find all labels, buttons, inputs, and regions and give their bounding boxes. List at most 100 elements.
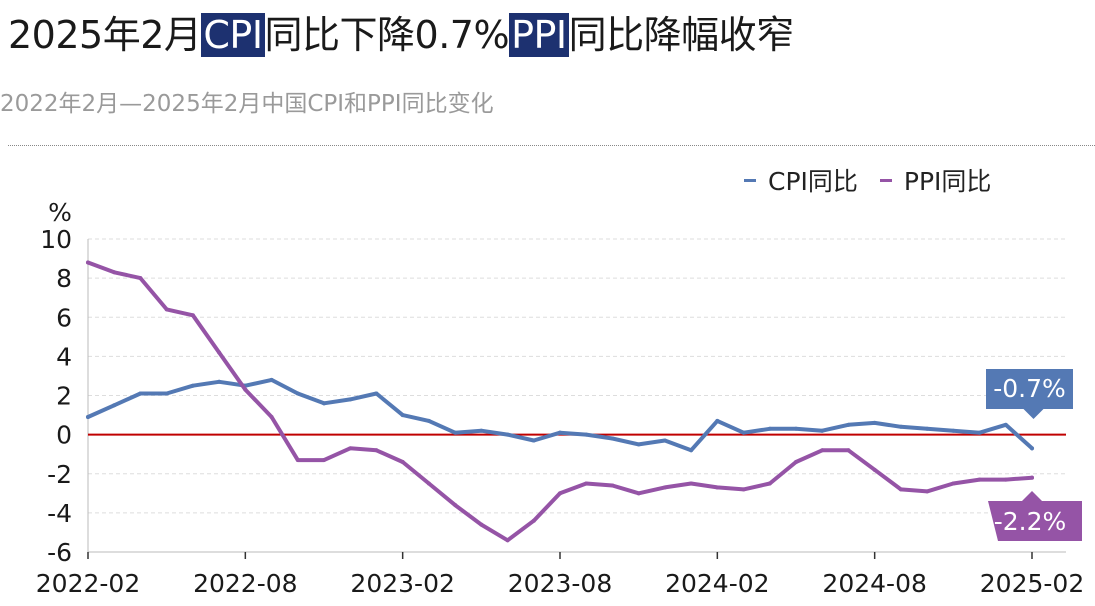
- data-point-cpi: [689, 448, 694, 453]
- y-tick-label: 4: [56, 342, 72, 371]
- x-tick-label: 2024-02: [665, 569, 769, 598]
- data-point-ppi: [505, 538, 510, 543]
- data-point-cpi: [1030, 446, 1034, 451]
- data-point-ppi: [662, 485, 667, 490]
- x-tick-label: 2023-02: [350, 569, 454, 598]
- data-point-ppi: [217, 350, 222, 355]
- data-point-ppi: [269, 415, 274, 420]
- data-point-ppi: [348, 446, 353, 451]
- data-point-cpi: [479, 428, 484, 433]
- data-point-cpi: [584, 432, 589, 437]
- title-highlight-ppi: PPI: [509, 13, 569, 57]
- data-point-ppi: [164, 307, 169, 312]
- title-part-2: 同比下降0.7%: [264, 13, 510, 57]
- series: [86, 260, 1034, 543]
- ppi-end-label: -2.2%: [994, 507, 1067, 536]
- data-point-cpi: [1003, 422, 1008, 427]
- chart-title: 2025年2月CPI同比下降0.7%PPI同比降幅收窄: [8, 4, 794, 59]
- data-point-cpi: [505, 432, 510, 437]
- x-tick-label: 2024-08: [822, 569, 926, 598]
- x-tick-label: 2023-08: [508, 569, 612, 598]
- y-tick-label: -2: [47, 460, 72, 489]
- data-point-cpi: [295, 391, 300, 396]
- data-point-ppi: [243, 387, 248, 392]
- data-point-ppi: [86, 260, 90, 265]
- data-point-ppi: [715, 485, 720, 490]
- data-point-cpi: [322, 401, 326, 406]
- series-line-cpi: [86, 377, 1034, 453]
- data-point-cpi: [794, 426, 798, 431]
- data-point-cpi: [898, 424, 903, 429]
- data-point-cpi: [977, 430, 982, 435]
- x-tick-label: 2022-02: [36, 569, 140, 598]
- data-point-cpi: [269, 377, 274, 382]
- y-tick-label: -4: [47, 499, 72, 528]
- title-part-1: 2025年2月: [8, 13, 202, 57]
- data-point-cpi: [374, 391, 379, 396]
- data-point-ppi: [898, 487, 903, 492]
- data-point-ppi: [820, 448, 825, 453]
- data-point-ppi: [767, 481, 772, 486]
- data-point-ppi: [872, 467, 877, 472]
- data-point-cpi: [767, 426, 772, 431]
- data-point-cpi: [636, 442, 641, 447]
- data-point-cpi: [400, 413, 405, 418]
- data-point-cpi: [190, 383, 195, 388]
- legend-swatch-cpi: [744, 178, 756, 182]
- data-point-cpi: [217, 379, 222, 384]
- data-point-cpi: [138, 391, 143, 396]
- data-point-ppi: [112, 270, 117, 275]
- y-tick-label: 10: [40, 225, 72, 254]
- data-point-ppi: [794, 460, 798, 465]
- y-tick-label: 2: [56, 382, 72, 411]
- data-point-ppi: [453, 503, 458, 508]
- data-point-cpi: [112, 403, 117, 408]
- data-point-ppi: [846, 448, 851, 453]
- legend-swatch-ppi: [879, 178, 892, 182]
- legend-label-cpi: CPI同比: [768, 167, 858, 196]
- title-divider: [8, 145, 1095, 146]
- data-point-cpi: [558, 430, 562, 435]
- data-point-ppi: [479, 522, 484, 527]
- data-point-ppi: [1030, 475, 1034, 480]
- data-point-ppi: [322, 458, 326, 463]
- data-point-ppi: [531, 518, 536, 523]
- data-point-cpi: [610, 436, 615, 441]
- data-point-ppi: [925, 489, 930, 494]
- title-highlight-cpi: CPI: [201, 13, 265, 57]
- legend-item-cpi: CPI同比: [744, 162, 858, 198]
- data-point-ppi: [295, 458, 300, 463]
- grid: [88, 238, 1066, 553]
- end-labels: -0.7% -2.2%: [986, 369, 1082, 541]
- data-point-cpi: [348, 397, 353, 402]
- data-point-cpi: [715, 418, 720, 423]
- legend-item-ppi: PPI同比: [879, 162, 992, 198]
- data-point-cpi: [820, 428, 825, 433]
- cpi-end-label-box: [986, 369, 1073, 419]
- data-point-ppi: [636, 491, 641, 496]
- data-point-cpi: [951, 428, 956, 433]
- x-tick-label: 2022-08: [193, 569, 297, 598]
- data-point-cpi: [531, 438, 536, 443]
- data-point-cpi: [662, 438, 667, 443]
- y-tick-label: 8: [56, 264, 72, 293]
- y-tick-label: 6: [56, 303, 72, 332]
- data-point-cpi: [453, 430, 458, 435]
- legend: CPI同比 PPI同比: [744, 162, 1013, 198]
- y-tick-label: 0: [56, 421, 72, 450]
- data-point-ppi: [977, 477, 982, 482]
- y-unit-label: %: [48, 198, 72, 227]
- data-point-cpi: [86, 415, 90, 420]
- data-point-ppi: [689, 481, 694, 486]
- ppi-end-label-box: [988, 491, 1082, 541]
- legend-label-ppi: PPI同比: [903, 167, 992, 196]
- data-point-ppi: [374, 448, 379, 453]
- series-line-ppi: [86, 260, 1034, 543]
- data-point-cpi: [426, 418, 431, 423]
- data-point-ppi: [190, 313, 195, 318]
- data-point-ppi: [138, 276, 143, 281]
- cpi-end-label: -0.7%: [993, 374, 1066, 403]
- data-point-ppi: [400, 460, 405, 465]
- data-point-cpi: [846, 422, 851, 427]
